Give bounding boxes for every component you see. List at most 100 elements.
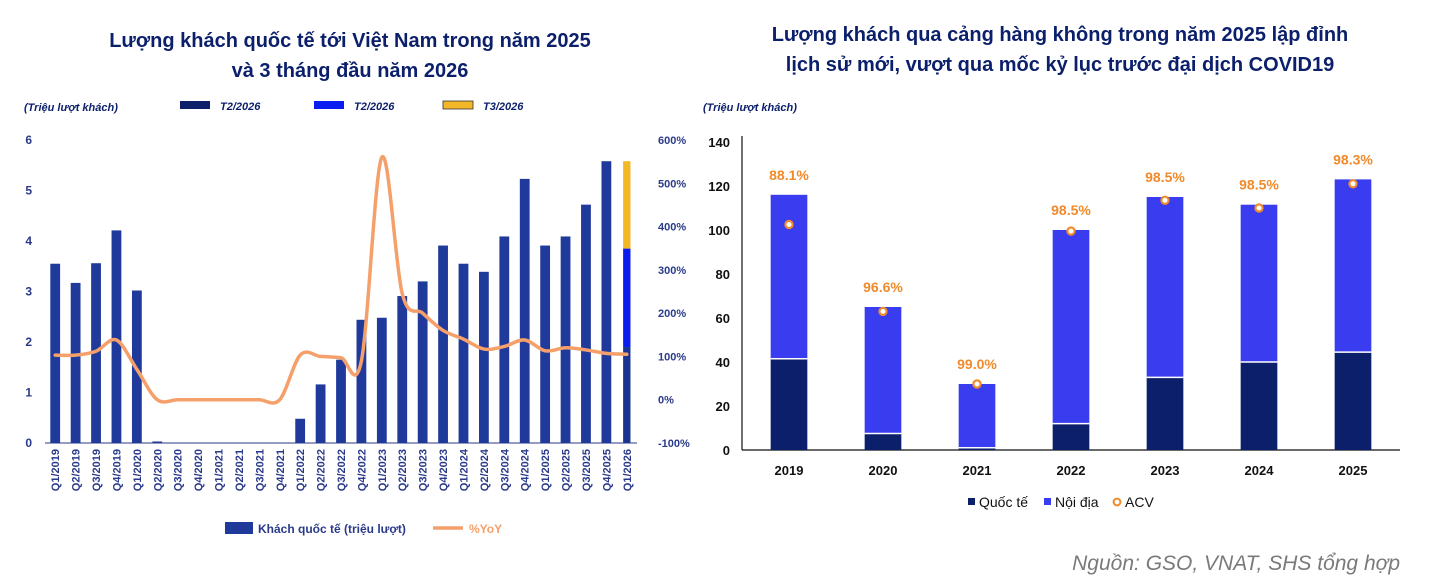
yoy-line bbox=[53, 155, 629, 405]
bar bbox=[111, 230, 122, 443]
left-chart-title-line-1: Lượng khách quốc tế tới Việt Nam trong n… bbox=[109, 30, 591, 52]
bar bbox=[356, 319, 367, 443]
right-x-tick-label: 2019 bbox=[775, 463, 804, 478]
percent-data-label: 99.0% bbox=[957, 356, 997, 372]
left-x-tick-label: Q1/2024 bbox=[458, 448, 470, 491]
right-x-tick-label: 2021 bbox=[963, 463, 992, 478]
percent-data-label: 98.5% bbox=[1145, 169, 1185, 185]
top-legend-label: T2/2026 bbox=[354, 101, 395, 113]
bar bbox=[519, 178, 530, 443]
left-x-tick-label: Q1/2025 bbox=[540, 449, 552, 491]
bar bbox=[499, 236, 510, 443]
left-y-tick-label: 2 bbox=[25, 335, 32, 349]
bar bbox=[458, 263, 469, 443]
left-x-tick-label: Q3/2022 bbox=[336, 449, 348, 491]
left-x-tick-label: Q1/2023 bbox=[377, 449, 389, 491]
international-bar-segment bbox=[1146, 377, 1184, 450]
left-x-tick-label: Q4/2023 bbox=[438, 449, 450, 491]
domestic-bar-segment bbox=[1240, 204, 1278, 362]
legend-domestic-label: Nội địa bbox=[1055, 494, 1099, 510]
acv-marker bbox=[1160, 195, 1170, 205]
left-x-tick-label: Q4/2022 bbox=[356, 449, 368, 491]
right-x-tick-label: 2024 bbox=[1245, 463, 1275, 478]
left-chart: (Triệu lượt khách) T2/2026 T2/2026 T3/2026 0… bbox=[24, 100, 690, 536]
right-y-tick-label: -100% bbox=[658, 438, 690, 450]
left-x-tick-label: Q2/2023 bbox=[397, 449, 409, 491]
percent-data-label: 98.5% bbox=[1051, 202, 1091, 218]
top-legend-swatch bbox=[180, 101, 210, 109]
left-y-tick-label: 5 bbox=[25, 184, 32, 198]
left-x-tick-label: Q3/2025 bbox=[581, 449, 593, 491]
bar bbox=[152, 441, 163, 443]
right-x-tick-label: 2025 bbox=[1339, 463, 1368, 478]
percent-data-label: 96.6% bbox=[863, 279, 903, 295]
left-chart-title-line-2: và 3 tháng đầu năm 2026 bbox=[231, 60, 469, 82]
legend-international-swatch bbox=[968, 498, 975, 505]
left-x-tick-label: Q3/2020 bbox=[173, 449, 185, 491]
right-x-tick-label: 2020 bbox=[869, 463, 898, 478]
acv-marker bbox=[878, 306, 888, 317]
legend-acv-label: ACV bbox=[1125, 494, 1154, 510]
right-y-tick-label: 40 bbox=[716, 355, 730, 370]
domestic-bar-segment bbox=[1334, 179, 1372, 353]
left-x-tick-label: Q3/2019 bbox=[91, 449, 103, 491]
right-x-tick-label: 2023 bbox=[1151, 463, 1180, 478]
bar bbox=[540, 245, 551, 443]
bottom-legend-bar-swatch bbox=[225, 522, 253, 534]
top-legend-label: T3/2026 bbox=[483, 101, 524, 113]
international-bar-segment bbox=[1240, 362, 1278, 450]
bar bbox=[601, 161, 612, 443]
right-y-tick-label: 80 bbox=[716, 267, 730, 282]
left-x-tick-label: Q1/2019 bbox=[50, 449, 62, 491]
bar bbox=[336, 359, 346, 443]
right-chart-title-line-2: lịch sử mới, vượt qua mốc kỷ lục trước đ… bbox=[785, 54, 1335, 76]
international-bar-segment bbox=[770, 358, 808, 450]
left-x-tick-label: Q1/2026 bbox=[622, 449, 634, 491]
international-bar-segment bbox=[1334, 352, 1372, 450]
bottom-legend-line-label: %YoY bbox=[469, 522, 502, 536]
left-x-tick-label: Q3/2021 bbox=[254, 449, 266, 491]
left-x-tick-label: Q2/2021 bbox=[234, 449, 246, 491]
right-y-tick-label: 20 bbox=[716, 399, 730, 414]
bottom-legend-bar-label: Khách quốc tế (triệu lượt) bbox=[258, 522, 406, 536]
left-unit-label: (Triệu lượt khách) bbox=[24, 102, 118, 114]
international-bar-segment bbox=[1052, 423, 1090, 450]
left-y-tick-label: 0 bbox=[25, 436, 32, 450]
bar bbox=[478, 271, 489, 443]
left-x-tick-label: Q3/2024 bbox=[499, 448, 511, 491]
right-chart-title: Lượng khách qua cảng hàng không trong nă… bbox=[700, 20, 1420, 80]
right-y-tick-label: 120 bbox=[708, 179, 730, 194]
left-x-tick-label: Q2/2020 bbox=[152, 449, 164, 491]
bar bbox=[560, 236, 571, 443]
percent-data-label: 88.1% bbox=[769, 167, 809, 183]
right-y-tick-label: 200% bbox=[658, 308, 686, 320]
bar bbox=[295, 418, 306, 443]
left-x-tick-label: Q1/2022 bbox=[295, 449, 307, 491]
left-y-tick-label: 1 bbox=[25, 386, 32, 400]
right-y-tick-label: 0 bbox=[723, 443, 730, 458]
left-chart-title: Lượng khách quốc tế tới Việt Nam trong n… bbox=[40, 26, 660, 86]
percent-data-label: 98.3% bbox=[1333, 151, 1373, 167]
right-y-tick-label: 0% bbox=[658, 395, 674, 407]
left-x-tick-label: Q4/2025 bbox=[601, 449, 613, 491]
left-y-tick-label: 3 bbox=[25, 285, 32, 299]
bar bbox=[91, 263, 101, 443]
source-note: Nguồn: GSO, VNAT, SHS tổng hợp bbox=[1072, 552, 1400, 575]
left-x-tick-label: Q4/2020 bbox=[193, 449, 205, 491]
left-x-tick-label: Q2/2022 bbox=[316, 449, 328, 491]
right-unit-label: (Triệu lượt khách) bbox=[703, 102, 797, 114]
domestic-bar-segment bbox=[770, 194, 808, 359]
acv-marker bbox=[1254, 203, 1264, 213]
acv-marker bbox=[972, 379, 982, 389]
left-x-tick-label: Q3/2023 bbox=[418, 449, 430, 491]
right-y-tick-label: 60 bbox=[716, 311, 730, 326]
legend-acv-swatch bbox=[1112, 497, 1122, 507]
acv-marker bbox=[784, 219, 794, 230]
q1-2026-stack-segment bbox=[623, 248, 631, 348]
bar bbox=[70, 282, 81, 443]
right-chart-title-line-1: Lượng khách qua cảng hàng không trong nă… bbox=[771, 24, 1349, 46]
left-y-tick-label: 6 bbox=[25, 133, 32, 147]
left-x-tick-label: Q2/2025 bbox=[561, 449, 573, 491]
acv-marker bbox=[1066, 226, 1076, 236]
right-y-tick-label: 100% bbox=[658, 351, 686, 363]
